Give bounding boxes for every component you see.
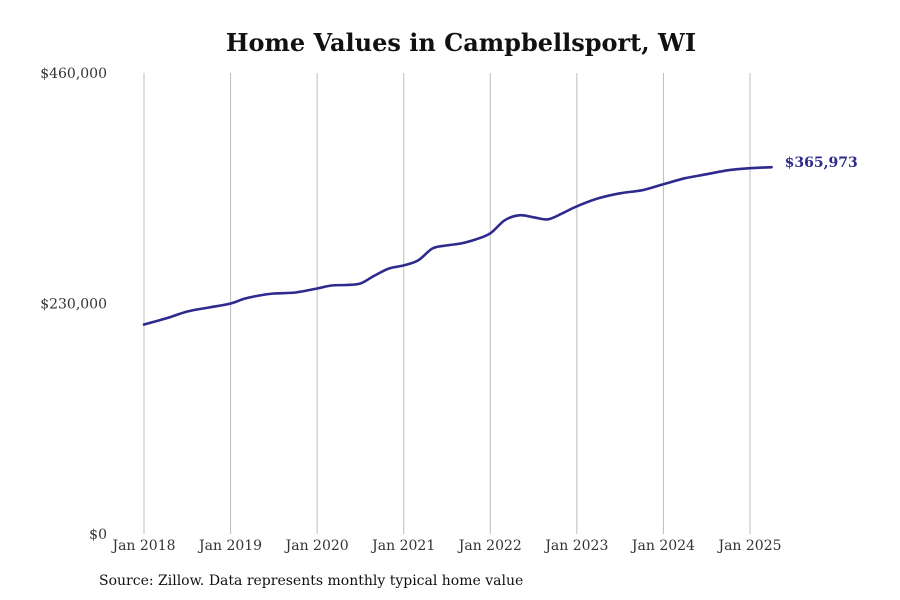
x-tick-label: Jan 2019: [197, 538, 262, 554]
x-axis: Jan 2018 Jan 2019 Jan 2020 Jan 2021 Jan 2022…: [110, 538, 781, 554]
series-layer: [142, 165, 773, 326]
x-tick-label: Jan 2023: [543, 538, 608, 554]
source-note: Source: Zillow. Data represents monthly …: [99, 573, 524, 589]
x-tick-label: Jan 2021: [370, 538, 435, 554]
y-tick-label: $460,000: [40, 66, 107, 82]
y-tick-label: $0: [89, 527, 107, 543]
x-tick-label: Jan 2024: [630, 538, 695, 554]
y-axis: $0 $230,000 $460,000: [40, 66, 107, 543]
grid-layer: [143, 73, 751, 534]
x-tick-label: Jan 2020: [284, 538, 349, 554]
chart-title: Home Values in Campbellsport, WI: [226, 28, 696, 57]
y-tick-label: $230,000: [40, 297, 107, 313]
x-tick-label: Jan 2025: [716, 538, 781, 554]
home-value-line: [142, 165, 773, 326]
end-value-label: $365,973: [785, 155, 858, 171]
x-tick-label: Jan 2018: [110, 538, 175, 554]
x-tick-label: Jan 2022: [457, 538, 522, 554]
